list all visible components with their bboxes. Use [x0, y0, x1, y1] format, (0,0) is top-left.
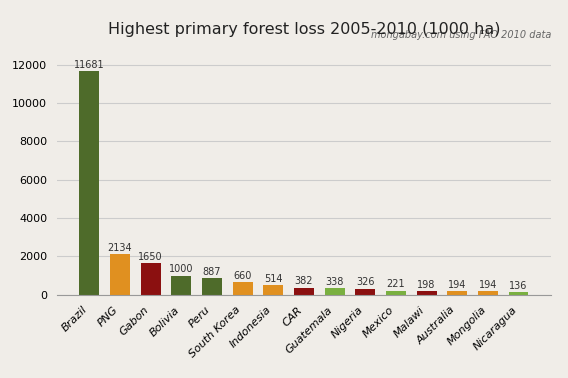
Text: 198: 198 — [417, 280, 436, 290]
Text: 514: 514 — [264, 274, 282, 284]
Text: 1000: 1000 — [169, 265, 194, 274]
Bar — [324, 288, 345, 295]
Text: mongabay.com using FAO 2010 data: mongabay.com using FAO 2010 data — [370, 30, 551, 40]
Bar — [80, 71, 99, 295]
Bar — [172, 276, 191, 295]
Bar — [416, 291, 436, 295]
Bar — [478, 291, 498, 295]
Bar — [141, 263, 161, 295]
Text: 2134: 2134 — [107, 243, 132, 253]
Bar — [202, 278, 222, 295]
Text: 338: 338 — [325, 277, 344, 287]
Bar — [294, 288, 314, 295]
Bar — [508, 292, 528, 295]
Bar — [232, 282, 253, 295]
Text: 326: 326 — [356, 277, 374, 287]
Text: 1650: 1650 — [138, 252, 163, 262]
Text: 887: 887 — [203, 266, 221, 277]
Text: 194: 194 — [448, 280, 466, 290]
Text: 382: 382 — [295, 276, 313, 287]
Bar — [110, 254, 130, 295]
Text: 221: 221 — [387, 279, 405, 290]
Text: 660: 660 — [233, 271, 252, 281]
Bar — [355, 288, 375, 295]
Bar — [386, 291, 406, 295]
Bar — [447, 291, 467, 295]
Text: 136: 136 — [509, 281, 528, 291]
Bar — [263, 285, 283, 295]
Text: 11681: 11681 — [74, 59, 105, 70]
Text: 194: 194 — [479, 280, 497, 290]
Title: Highest primary forest loss 2005-2010 (1000 ha): Highest primary forest loss 2005-2010 (1… — [107, 22, 500, 37]
